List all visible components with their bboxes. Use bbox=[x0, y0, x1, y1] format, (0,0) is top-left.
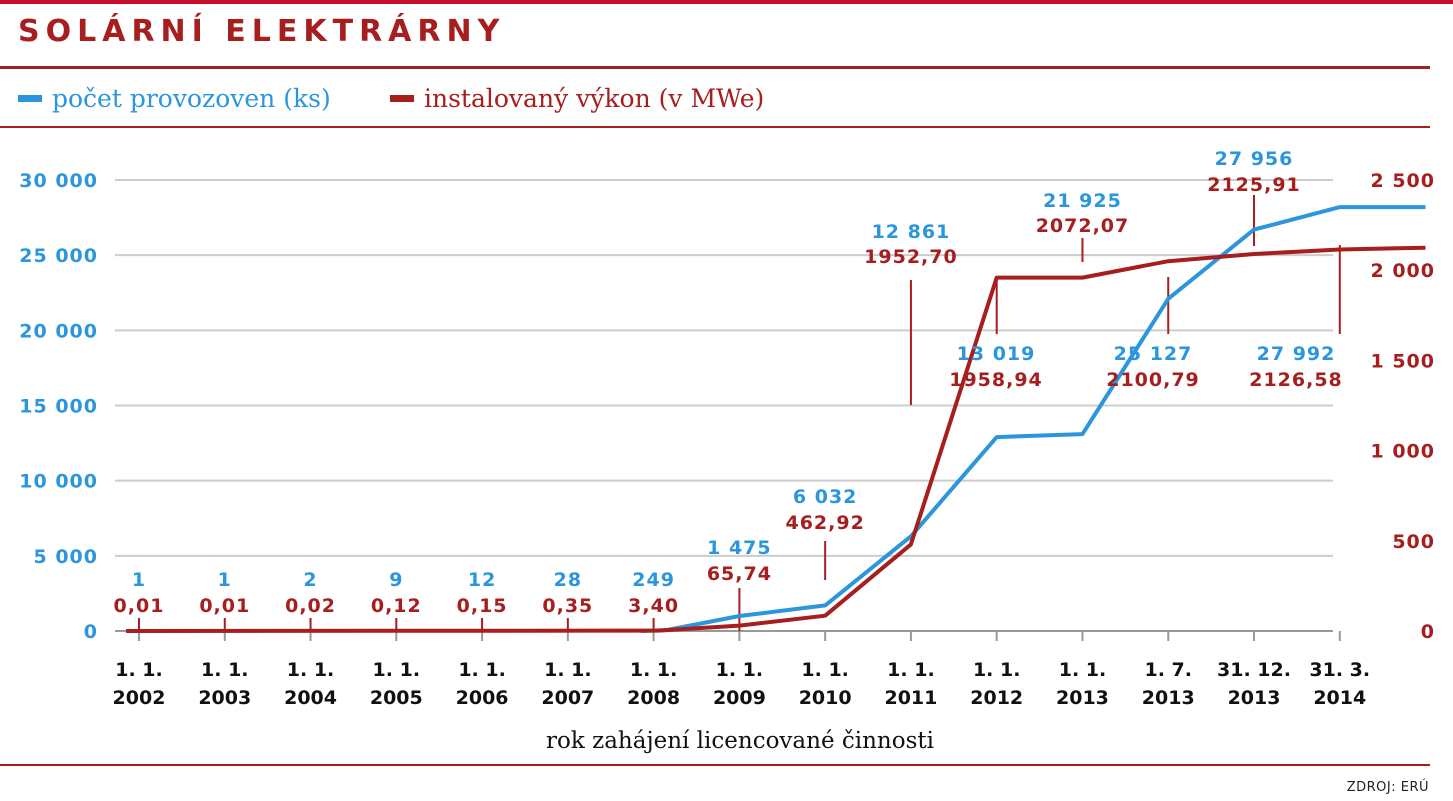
data-label-power: 0,12 bbox=[371, 595, 422, 617]
x-tick-label: 2012 bbox=[970, 687, 1023, 709]
x-tick-label: 2013 bbox=[1142, 687, 1195, 709]
legend-label-power: instalovaný výkon (v MWe) bbox=[424, 84, 765, 113]
y-right-tick-label: 1 000 bbox=[1371, 441, 1436, 463]
legend-item-count: počet provozoven (ks) bbox=[18, 84, 331, 113]
x-tick-label: 1. 1. bbox=[716, 659, 764, 681]
data-label-power: 0,01 bbox=[199, 595, 250, 617]
data-label-count: 12 bbox=[468, 569, 496, 591]
x-tick-label: 1. 1. bbox=[973, 659, 1021, 681]
data-label-count: 12 861 bbox=[872, 221, 951, 243]
data-label-power: 3,40 bbox=[628, 595, 679, 617]
x-axis-title: rok zahájení licencované činnosti bbox=[546, 728, 934, 754]
x-tick-label: 1. 1. bbox=[544, 659, 592, 681]
y-left-tick-label: 15 000 bbox=[19, 396, 98, 418]
x-tick-label: 2006 bbox=[456, 687, 509, 709]
x-tick-label: 1. 1. bbox=[201, 659, 249, 681]
series-line-count bbox=[640, 205, 1426, 633]
data-label-count: 1 475 bbox=[707, 537, 772, 559]
x-tick-label: 2002 bbox=[113, 687, 166, 709]
data-label-count: 27 956 bbox=[1215, 148, 1294, 170]
y-right-tick-label: 0 bbox=[1421, 621, 1435, 643]
data-label-count: 27 992 bbox=[1257, 343, 1336, 365]
data-label-power: 2100,79 bbox=[1106, 369, 1200, 391]
x-tick-label: 2011 bbox=[884, 687, 937, 709]
x-tick-label: 2007 bbox=[541, 687, 594, 709]
x-tick-label: 2004 bbox=[284, 687, 337, 709]
y-left-tick-label: 30 000 bbox=[19, 170, 98, 192]
y-left-tick-label: 10 000 bbox=[19, 471, 98, 493]
x-tick-label: 1. 1. bbox=[373, 659, 421, 681]
x-tick-label: 1. 1. bbox=[115, 659, 163, 681]
legend-swatch-red bbox=[390, 95, 414, 102]
x-tick-label: 1. 1. bbox=[887, 659, 935, 681]
x-tick-label: 2003 bbox=[198, 687, 251, 709]
data-label-count: 9 bbox=[389, 569, 403, 591]
x-tick-label: 2013 bbox=[1228, 687, 1281, 709]
data-label-power: 0,01 bbox=[114, 595, 165, 617]
footer-rule bbox=[0, 764, 1430, 766]
y-right-tick-label: 2 500 bbox=[1371, 170, 1436, 192]
chart-title: SOLÁRNÍ ELEKTRÁRNY bbox=[18, 14, 506, 49]
title-rule bbox=[0, 66, 1430, 69]
y-right-tick-label: 2 000 bbox=[1371, 260, 1436, 282]
data-label-count: 249 bbox=[632, 569, 675, 591]
x-tick-label: 1. 1. bbox=[1059, 659, 1107, 681]
data-label-power: 65,74 bbox=[707, 563, 772, 585]
y-left-tick-label: 5 000 bbox=[34, 546, 99, 568]
data-label-power: 0,35 bbox=[542, 595, 593, 617]
x-tick-label: 2008 bbox=[627, 687, 680, 709]
data-label-count: 25 127 bbox=[1114, 343, 1193, 365]
legend: počet provozoven (ks) instalovaný výkon … bbox=[18, 84, 1218, 120]
top-accent-bar bbox=[0, 0, 1453, 4]
data-label-power: 1952,70 bbox=[864, 246, 958, 268]
x-tick-label: 31. 3. bbox=[1309, 659, 1370, 681]
data-label-count: 1 bbox=[132, 569, 146, 591]
x-tick-label: 2014 bbox=[1313, 687, 1366, 709]
x-tick-label: 2013 bbox=[1056, 687, 1109, 709]
data-label-count: 13 019 bbox=[957, 343, 1036, 365]
x-tick-label: 2009 bbox=[713, 687, 766, 709]
y-left-tick-label: 25 000 bbox=[19, 245, 98, 267]
x-tick-label: 1. 1. bbox=[801, 659, 849, 681]
y-right-tick-label: 1 500 bbox=[1371, 350, 1436, 372]
data-label-power: 2072,07 bbox=[1036, 215, 1130, 237]
data-label-power: 0,15 bbox=[457, 595, 508, 617]
series-line-power bbox=[126, 245, 1426, 633]
data-label-count: 1 bbox=[218, 569, 232, 591]
data-label-count: 6 032 bbox=[793, 486, 858, 508]
y-right-tick-label: 500 bbox=[1392, 531, 1435, 553]
x-tick-label: 1. 7. bbox=[1144, 659, 1192, 681]
data-label-count: 28 bbox=[554, 569, 582, 591]
data-label-power: 1958,94 bbox=[949, 369, 1043, 391]
data-label-count: 2 bbox=[303, 569, 317, 591]
legend-item-power: instalovaný výkon (v MWe) bbox=[390, 84, 764, 113]
data-label-power: 2125,91 bbox=[1207, 174, 1301, 196]
x-tick-label: 31. 12. bbox=[1217, 659, 1291, 681]
source-note: ZDROJ: ERÚ bbox=[1346, 780, 1429, 795]
x-tick-label: 1. 1. bbox=[458, 659, 506, 681]
x-tick-label: 2005 bbox=[370, 687, 423, 709]
data-label-power: 0,02 bbox=[285, 595, 336, 617]
data-label-power: 2126,58 bbox=[1249, 369, 1343, 391]
x-tick-label: 1. 1. bbox=[287, 659, 335, 681]
legend-label-count: počet provozoven (ks) bbox=[52, 84, 331, 113]
y-left-tick-label: 20 000 bbox=[19, 320, 98, 342]
y-left-tick-label: 0 bbox=[84, 621, 98, 643]
data-label-power: 462,92 bbox=[785, 512, 864, 534]
x-tick-label: 2010 bbox=[799, 687, 852, 709]
data-label-count: 21 925 bbox=[1043, 190, 1122, 212]
x-tick-label: 1. 1. bbox=[630, 659, 678, 681]
legend-rule bbox=[0, 126, 1430, 128]
legend-swatch-blue bbox=[18, 95, 42, 102]
